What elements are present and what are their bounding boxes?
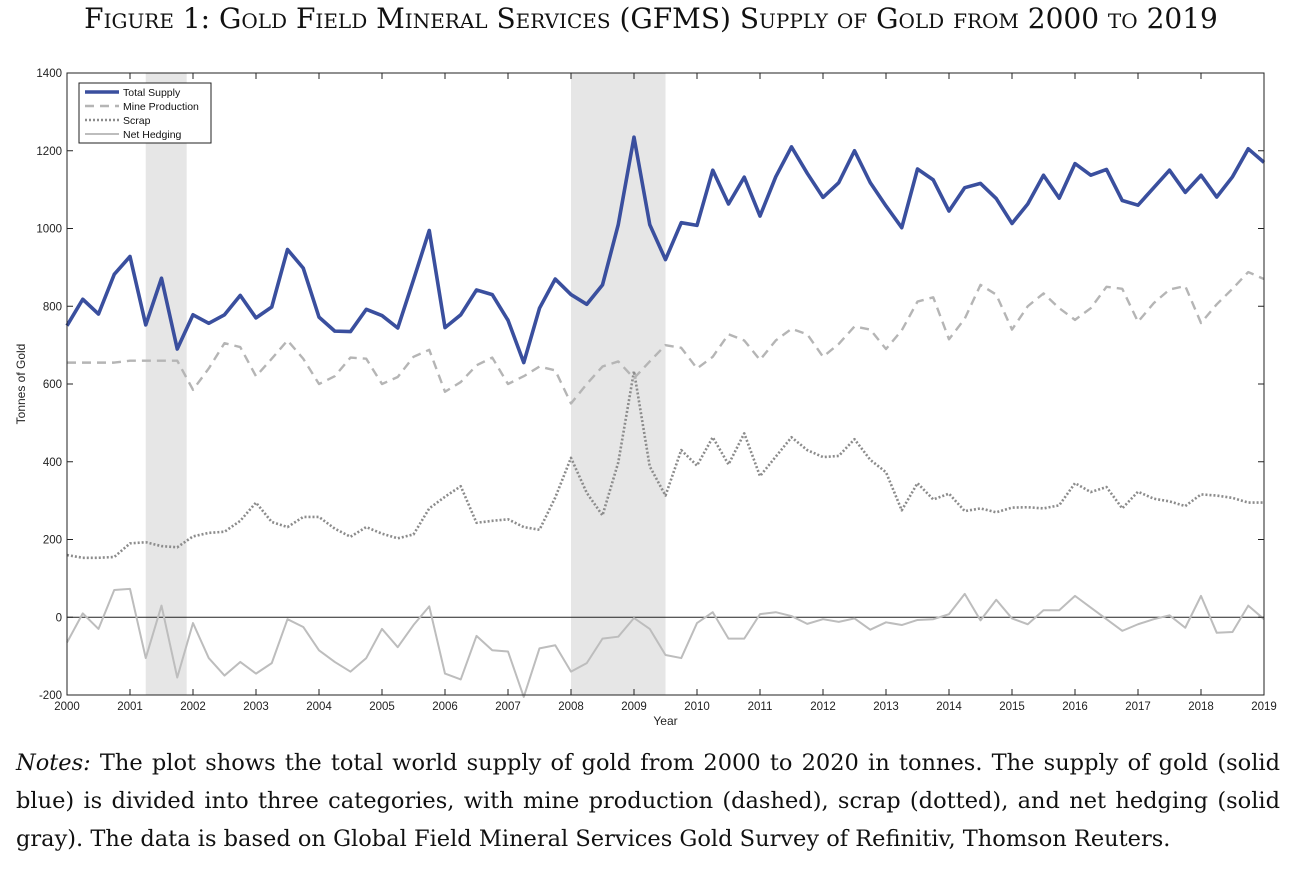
series-lines xyxy=(65,135,1266,698)
series-line-scrap xyxy=(66,369,1264,560)
notes-text: The plot shows the total world supply of… xyxy=(16,750,1281,852)
x-tick-label: 2015 xyxy=(999,701,1025,713)
legend-label-mine-production: Mine Production xyxy=(123,101,199,113)
y-tick-label: 1200 xyxy=(36,146,62,158)
shaded-periods xyxy=(145,73,666,695)
x-tick-label: 2002 xyxy=(180,701,206,713)
y-tick-label: 600 xyxy=(43,379,62,391)
x-tick-label: 2005 xyxy=(369,701,395,713)
legend-label-scrap: Scrap xyxy=(123,115,151,127)
x-axis-label: Year xyxy=(653,714,677,728)
y-tick-label: 1000 xyxy=(36,224,62,236)
x-tick-label: 2014 xyxy=(936,701,962,713)
x-tick-label: 2000 xyxy=(54,701,80,713)
x-tick-label: 2010 xyxy=(684,701,710,713)
series-line-net-hedging xyxy=(66,587,1265,698)
legend-label-net-hedging: Net Hedging xyxy=(123,129,182,141)
legend: Total Supply Mine Production Scrap Net Hedg… xyxy=(78,82,212,144)
x-tick-label: 2019 xyxy=(1251,701,1277,713)
notes-lead: Notes: xyxy=(16,750,91,776)
figure-notes: Notes: The plot shows the total world su… xyxy=(16,744,1280,858)
y-tick-label: 200 xyxy=(43,535,62,547)
x-tick-label: 2011 xyxy=(748,701,773,713)
gold-supply-chart: 2000 2001 2002 2003 2004 2005 2006 2007 2008 2009… xyxy=(14,68,1277,728)
axis-ticks: 2000 2001 2002 2003 2004 2005 2006 2007 2008 2009… xyxy=(36,68,1276,713)
legend-label-total-supply: Total Supply xyxy=(123,87,181,99)
x-tick-label: 2012 xyxy=(810,701,836,713)
x-tick-label: 2016 xyxy=(1062,701,1088,713)
y-tick-label: -200 xyxy=(39,690,62,702)
y-tick-label: 0 xyxy=(56,612,62,624)
series-line-mine-production xyxy=(67,270,1265,405)
y-tick-label: 1400 xyxy=(36,68,62,80)
x-tick-label: 2007 xyxy=(495,701,521,713)
series-line-total-supply xyxy=(65,135,1266,365)
x-tick-label: 2008 xyxy=(558,701,584,713)
x-tick-label: 2018 xyxy=(1188,701,1214,713)
x-tick-label: 2003 xyxy=(243,701,269,713)
figure-title: Figure 1: Gold Field Mineral Services (G… xyxy=(84,2,1218,35)
y-tick-label: 400 xyxy=(43,457,62,469)
y-tick-label: 800 xyxy=(43,301,62,313)
x-tick-label: 2001 xyxy=(117,701,143,713)
x-tick-label: 2009 xyxy=(621,701,647,713)
x-tick-label: 2013 xyxy=(873,701,899,713)
x-tick-label: 2017 xyxy=(1125,701,1151,713)
y-axis-label: Tonnes of Gold xyxy=(14,344,28,425)
x-tick-label: 2006 xyxy=(432,701,458,713)
shaded-period-1 xyxy=(145,73,187,695)
x-tick-label: 2004 xyxy=(306,701,332,713)
shaded-period-2 xyxy=(571,73,666,695)
